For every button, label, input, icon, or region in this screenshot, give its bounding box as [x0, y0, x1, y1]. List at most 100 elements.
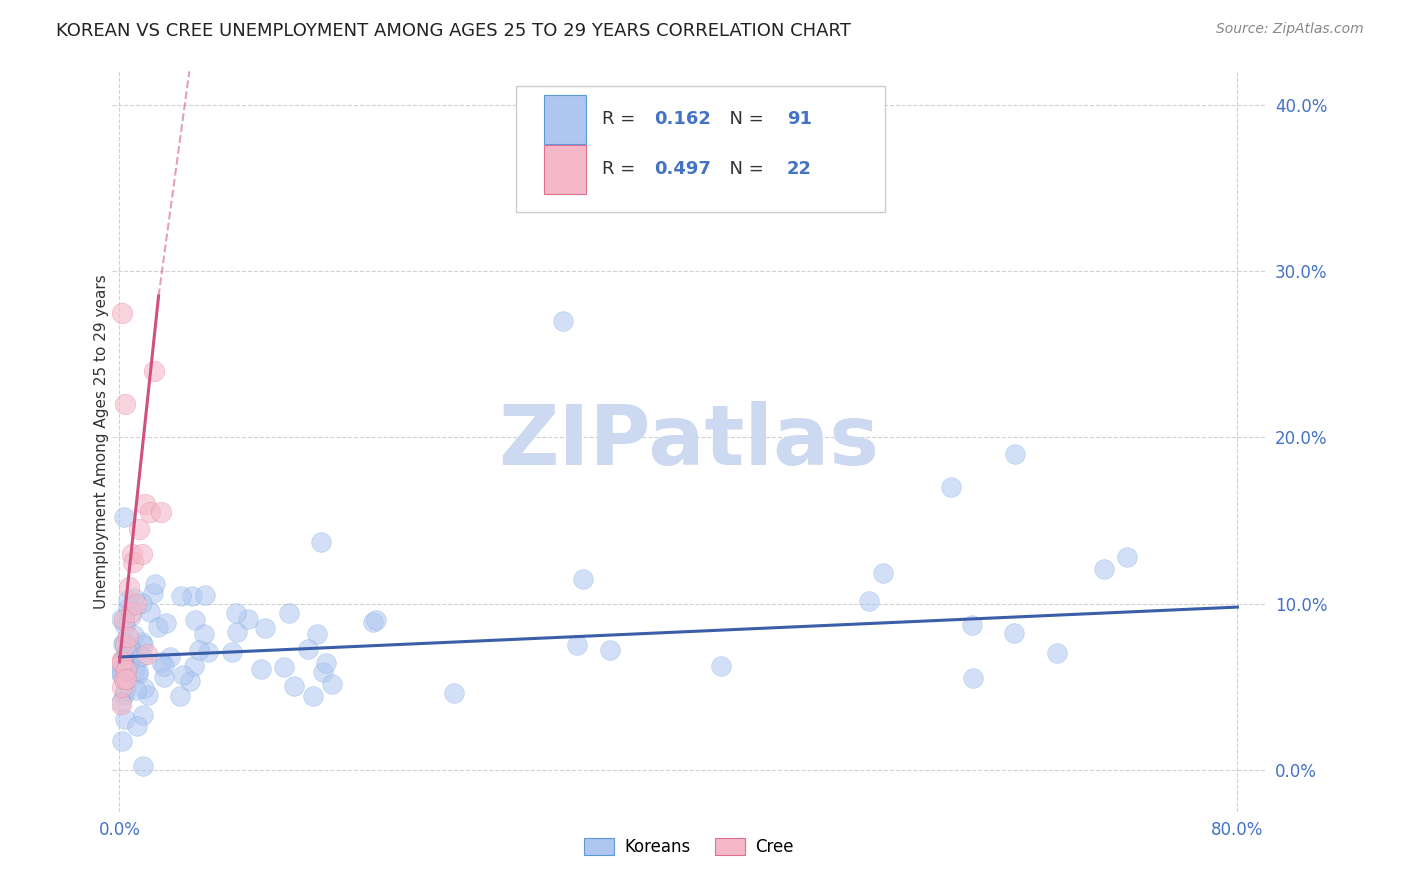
- Point: [114, 638, 136, 652]
- Text: 0.162: 0.162: [654, 111, 711, 128]
- Point: [114, 712, 136, 726]
- Point: [124, 682, 146, 697]
- Point: [315, 656, 337, 670]
- Point: [278, 606, 301, 620]
- Point: [1004, 447, 1026, 461]
- Point: [599, 642, 621, 657]
- Point: [125, 719, 148, 733]
- Point: [184, 614, 207, 628]
- Point: [183, 658, 205, 673]
- Point: [131, 648, 153, 663]
- Point: [553, 314, 575, 328]
- Point: [194, 588, 217, 602]
- Point: [366, 613, 388, 627]
- Point: [146, 620, 169, 634]
- Point: [117, 630, 139, 644]
- Point: [112, 688, 135, 702]
- Point: [121, 547, 143, 561]
- Point: [114, 660, 136, 674]
- Point: [872, 566, 894, 580]
- Point: [155, 615, 177, 630]
- Point: [221, 645, 243, 659]
- Point: [110, 694, 132, 708]
- Point: [361, 615, 384, 630]
- Point: [169, 689, 191, 703]
- Point: [128, 522, 150, 536]
- Point: [962, 671, 984, 685]
- Point: [111, 305, 134, 319]
- Point: [110, 662, 132, 676]
- Point: [179, 674, 201, 689]
- Point: [111, 680, 134, 694]
- Text: 91: 91: [787, 111, 811, 128]
- Point: [858, 594, 880, 608]
- Point: [132, 759, 155, 773]
- Point: [114, 397, 136, 411]
- Point: [112, 614, 135, 628]
- Point: [1116, 550, 1139, 565]
- FancyBboxPatch shape: [516, 87, 884, 212]
- Text: ZIPatlas: ZIPatlas: [499, 401, 879, 482]
- Point: [131, 547, 153, 561]
- Point: [131, 596, 153, 610]
- Point: [110, 612, 132, 626]
- Point: [112, 635, 135, 649]
- Point: [139, 505, 162, 519]
- Point: [253, 621, 276, 635]
- FancyBboxPatch shape: [544, 145, 586, 194]
- Point: [138, 688, 160, 702]
- Point: [567, 638, 589, 652]
- Text: 0.497: 0.497: [654, 161, 711, 178]
- Point: [111, 655, 134, 669]
- Text: Source: ZipAtlas.com: Source: ZipAtlas.com: [1216, 22, 1364, 37]
- Point: [153, 670, 176, 684]
- Point: [132, 638, 155, 652]
- Point: [110, 655, 132, 669]
- Text: 22: 22: [787, 161, 811, 178]
- Point: [110, 697, 132, 711]
- Point: [117, 658, 139, 673]
- Point: [134, 681, 156, 695]
- Point: [112, 509, 135, 524]
- Point: [127, 665, 149, 679]
- Point: [122, 591, 145, 605]
- Text: R =: R =: [603, 161, 641, 178]
- Point: [120, 642, 142, 657]
- Point: [142, 586, 165, 600]
- Point: [150, 505, 173, 519]
- Point: [187, 643, 209, 657]
- Point: [122, 628, 145, 642]
- Point: [136, 647, 159, 661]
- Point: [139, 605, 162, 619]
- FancyBboxPatch shape: [544, 95, 586, 145]
- Point: [112, 672, 135, 686]
- Point: [443, 686, 465, 700]
- Point: [120, 609, 142, 624]
- Point: [197, 645, 219, 659]
- Point: [131, 635, 153, 649]
- Point: [117, 601, 139, 615]
- Point: [115, 663, 138, 677]
- Point: [225, 607, 247, 621]
- Point: [311, 535, 333, 549]
- Point: [115, 645, 138, 659]
- Point: [297, 641, 319, 656]
- Point: [134, 497, 156, 511]
- Point: [111, 734, 134, 748]
- Point: [312, 665, 335, 679]
- Point: [150, 655, 173, 669]
- Text: R =: R =: [603, 111, 641, 128]
- Point: [153, 658, 176, 673]
- Point: [118, 580, 141, 594]
- Point: [125, 597, 148, 611]
- Text: KOREAN VS CREE UNEMPLOYMENT AMONG AGES 25 TO 29 YEARS CORRELATION CHART: KOREAN VS CREE UNEMPLOYMENT AMONG AGES 2…: [56, 22, 851, 40]
- Point: [172, 667, 194, 681]
- Point: [1002, 625, 1025, 640]
- Point: [305, 627, 328, 641]
- Point: [939, 480, 962, 494]
- Point: [110, 666, 132, 681]
- Point: [273, 660, 295, 674]
- Point: [122, 555, 145, 569]
- Legend: Koreans, Cree: Koreans, Cree: [578, 831, 800, 863]
- Point: [117, 592, 139, 607]
